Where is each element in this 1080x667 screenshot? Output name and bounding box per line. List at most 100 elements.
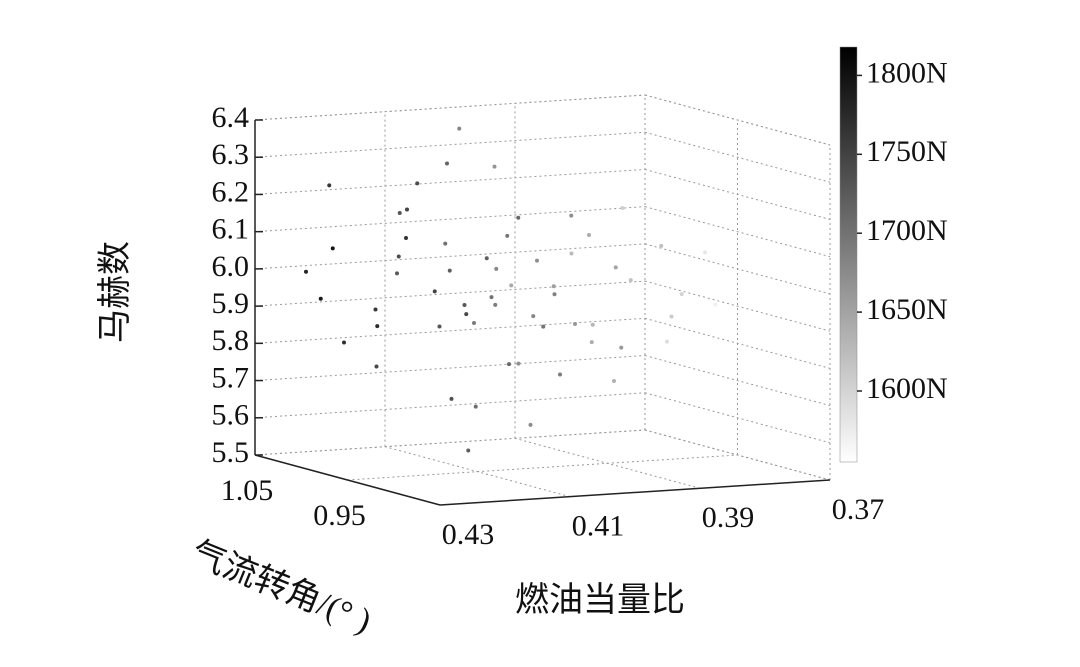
- point: [516, 215, 521, 220]
- point: [590, 322, 595, 327]
- point: [472, 321, 476, 326]
- point: [589, 340, 594, 345]
- z-tick-label: 5.7: [212, 361, 250, 394]
- point: [473, 404, 478, 409]
- point: [489, 295, 494, 300]
- y-tick-label: 0.95: [313, 499, 366, 532]
- point: [462, 303, 467, 307]
- point: [493, 302, 498, 307]
- point: [447, 268, 452, 273]
- point: [551, 284, 556, 289]
- point: [541, 324, 546, 329]
- point: [443, 241, 448, 246]
- grid-line: [254, 168, 646, 195]
- point: [373, 307, 378, 312]
- x-tick-label: 0.37: [832, 493, 885, 526]
- x-tick-label: 0.39: [702, 501, 755, 534]
- colorbar: [839, 46, 858, 463]
- x-tick-label: 0.43: [442, 518, 495, 551]
- point: [375, 324, 380, 329]
- point: [342, 340, 346, 345]
- z-tick-label: 5.5: [212, 436, 250, 469]
- point: [327, 183, 332, 188]
- point: [492, 164, 497, 169]
- point: [437, 324, 442, 329]
- colorbar-tick-label: 1650N: [866, 293, 948, 326]
- point: [679, 292, 684, 297]
- y-tick-label: 1.05: [221, 474, 274, 507]
- point: [552, 292, 557, 297]
- x-tick-label: 0.41: [572, 510, 625, 543]
- point: [569, 251, 574, 256]
- axis-line: [439, 479, 831, 506]
- grid-line: [254, 206, 646, 233]
- point: [703, 250, 707, 255]
- grid-line: [347, 454, 738, 481]
- x-axis-label: 燃油当量比: [515, 581, 685, 619]
- point: [374, 364, 379, 369]
- point: [531, 314, 536, 319]
- point: [587, 233, 591, 237]
- grid-line: [254, 280, 646, 307]
- grid-line: [254, 94, 646, 121]
- point: [669, 314, 674, 319]
- grid-line: [254, 243, 646, 270]
- grid-line: [254, 355, 646, 382]
- grid-line: [254, 317, 646, 344]
- grid-line: [644, 94, 831, 146]
- point: [415, 181, 420, 186]
- point: [569, 213, 574, 218]
- z-tick-label: 6.0: [212, 250, 250, 283]
- point: [528, 422, 533, 427]
- point: [405, 207, 409, 212]
- point: [659, 243, 664, 248]
- z-tick-label: 6.1: [212, 213, 250, 246]
- grid-line: [254, 429, 646, 456]
- point: [516, 361, 521, 366]
- point: [457, 126, 462, 131]
- point: [445, 161, 449, 166]
- point: [404, 236, 408, 241]
- z-tick-label: 5.6: [212, 399, 250, 432]
- z-axis-label: 马赫数: [96, 241, 134, 343]
- point: [535, 258, 539, 263]
- point: [628, 278, 633, 283]
- point: [494, 266, 499, 271]
- colorbar-tick-label: 1600N: [866, 372, 948, 405]
- grid-line: [644, 280, 831, 332]
- y-axis-label: 气流转角/(° ): [186, 534, 377, 640]
- grid-line: [644, 392, 831, 444]
- point: [558, 372, 562, 377]
- grid-line: [644, 206, 831, 258]
- point: [396, 254, 401, 259]
- z-tick-label: 5.8: [212, 324, 250, 357]
- grid-line: [254, 392, 646, 419]
- point: [397, 211, 402, 216]
- point: [432, 289, 437, 294]
- point: [464, 312, 469, 317]
- point: [612, 379, 616, 384]
- point: [509, 283, 514, 288]
- point: [505, 233, 510, 238]
- point: [507, 362, 511, 367]
- point: [484, 256, 489, 261]
- point: [449, 396, 454, 401]
- point: [304, 269, 308, 274]
- colorbar-tick-label: 1800N: [866, 56, 948, 89]
- point: [395, 271, 399, 276]
- axis-line: [254, 454, 441, 506]
- point: [330, 246, 335, 251]
- grid-line: [644, 131, 831, 183]
- colorbar-tick-label: 1750N: [866, 135, 948, 168]
- point: [613, 265, 618, 270]
- point: [620, 206, 625, 211]
- point: [713, 302, 718, 307]
- point: [619, 345, 624, 350]
- z-tick-label: 6.3: [212, 138, 250, 171]
- point: [573, 321, 577, 326]
- point: [665, 339, 669, 344]
- z-tick-label: 6.2: [212, 175, 250, 208]
- point: [466, 448, 471, 453]
- colorbar-tick-label: 1700N: [866, 214, 948, 247]
